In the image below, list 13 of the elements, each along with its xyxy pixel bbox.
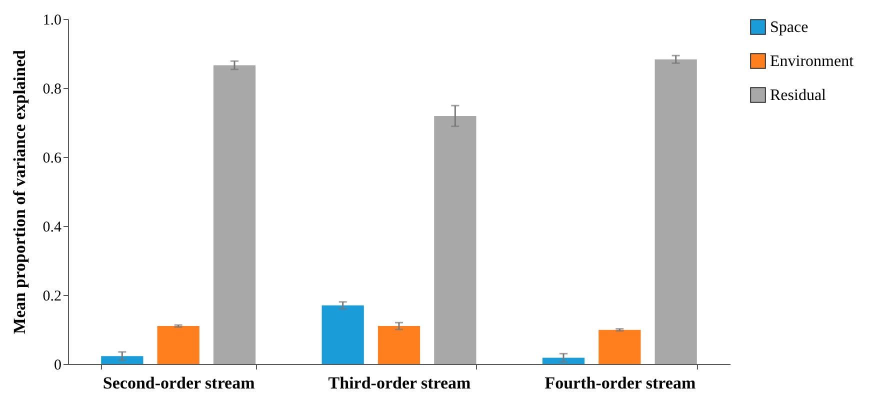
y-tick-label: 0.4 [42,220,62,236]
x-tick-label: Second-order stream [102,374,255,392]
y-tick-label: 0.2 [42,288,62,304]
y-tick-label: 1.0 [42,12,62,28]
y-tick-label: 0 [54,358,62,374]
y-tick-label: 0.8 [42,82,62,98]
x-tick-label: Fourth-order stream [544,374,696,392]
y-tick-label: 0.6 [42,150,62,166]
y-axis-title: Mean proportion of variance explained [10,49,29,334]
x-tick-label: Third-order stream [328,374,471,392]
legend-label: Space [770,19,808,36]
legend-label: Environment [770,53,854,70]
legend-label: Residual [770,87,827,104]
